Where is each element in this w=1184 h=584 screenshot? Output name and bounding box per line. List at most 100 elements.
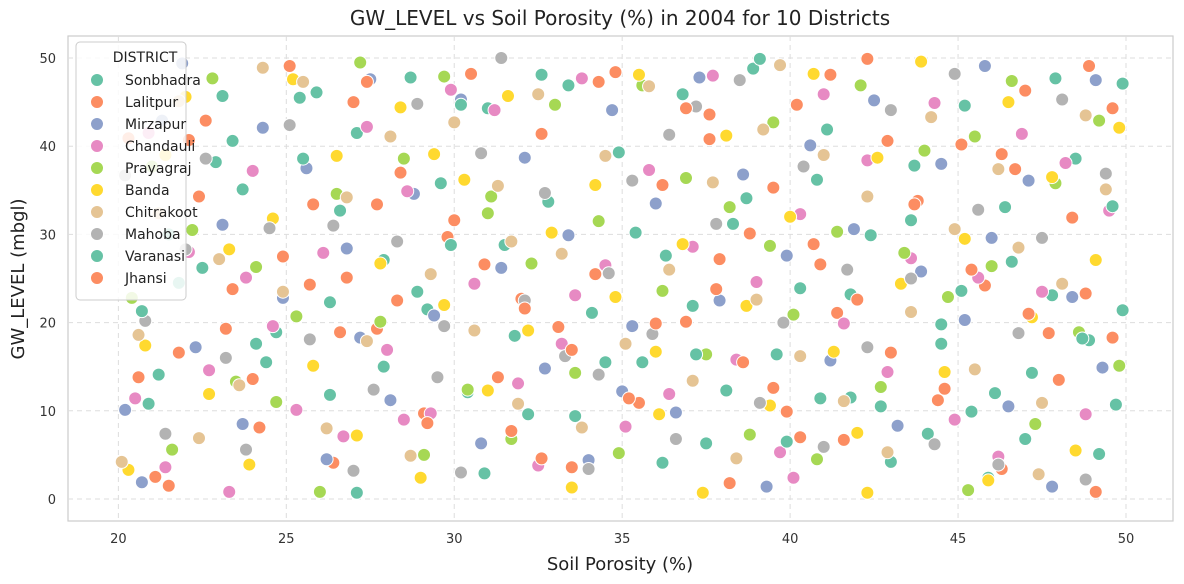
point-banda [1088, 252, 1103, 267]
point-prayagraj [373, 314, 388, 329]
point-mahoba [581, 461, 596, 476]
x-tick-label: 45 [950, 532, 967, 547]
x-tick-label: 50 [1118, 532, 1135, 547]
point-chitrakoot [991, 162, 1006, 177]
point-banda [1068, 443, 1083, 458]
point-mirzapur [605, 103, 620, 118]
point-banda [413, 470, 428, 485]
point-mirzapur [255, 120, 270, 135]
point-mirzapur [759, 479, 774, 494]
point-varanasi [779, 434, 794, 449]
point-prayagraj [873, 379, 888, 394]
point-chandauli [1014, 126, 1029, 141]
point-varanasi [443, 237, 458, 252]
point-lalitpur [1088, 484, 1103, 499]
point-chandauli [487, 103, 502, 118]
point-lalitpur [1008, 162, 1023, 177]
point-banda [870, 150, 885, 165]
point-banda [457, 172, 472, 187]
point-chandauli [836, 316, 851, 331]
point-mahoba [474, 146, 489, 161]
point-chitrakoot [947, 222, 962, 237]
point-lalitpur [712, 252, 727, 267]
point-banda [373, 256, 388, 271]
point-mirzapur [188, 340, 203, 355]
point-mirzapur [984, 230, 999, 245]
point-sonbhadra [635, 355, 650, 370]
point-banda [1112, 120, 1127, 135]
legend-marker-banda [90, 183, 104, 197]
point-banda [937, 364, 952, 379]
point-chitrakoot [232, 378, 247, 393]
point-jhansi [564, 342, 579, 357]
point-varanasi [410, 284, 425, 299]
point-chitrakoot [1098, 182, 1113, 197]
point-sonbhadra [920, 426, 935, 441]
point-chitrakoot [880, 445, 895, 460]
point-mahoba [430, 370, 445, 385]
point-prayagraj [830, 224, 845, 239]
point-mahoba [904, 271, 919, 286]
point-prayagraj [984, 259, 999, 274]
point-lalitpur [148, 469, 163, 484]
point-mahoba [662, 127, 677, 142]
point-banda [957, 231, 972, 246]
point-chandauli [773, 445, 788, 460]
point-jhansi [678, 101, 693, 116]
point-chitrakoot [1011, 240, 1026, 255]
point-chandauli [289, 402, 304, 417]
point-jhansi [245, 372, 260, 387]
point-chandauli [265, 319, 280, 334]
point-jhansi [823, 67, 838, 82]
point-varanasi [719, 383, 734, 398]
point-mirzapur [339, 241, 354, 256]
point-sonbhadra [1004, 254, 1019, 269]
point-chandauli [336, 429, 351, 444]
point-mirzapur [890, 418, 905, 433]
point-banda [675, 237, 690, 252]
point-chandauli [202, 363, 217, 378]
point-lalitpur [171, 345, 186, 360]
point-prayagraj [809, 452, 824, 467]
point-lalitpur [742, 226, 757, 241]
point-jhansi [793, 430, 808, 445]
point-banda [652, 407, 667, 422]
point-prayagraj [312, 484, 327, 499]
point-jhansi [534, 451, 549, 466]
point-sonbhadra [1115, 76, 1130, 91]
point-jhansi [477, 257, 492, 272]
point-lalitpur [678, 314, 693, 329]
point-prayagraj [417, 447, 432, 462]
point-banda [850, 425, 865, 440]
point-prayagraj [853, 78, 868, 93]
legend-title: DISTRICT [113, 50, 178, 66]
y-tick-label: 10 [39, 405, 56, 420]
point-mirzapur [215, 217, 230, 232]
point-mirzapur [319, 452, 334, 467]
point-lalitpur [813, 257, 828, 272]
point-sonbhadra [820, 122, 835, 137]
point-chitrakoot [1078, 108, 1093, 123]
point-prayagraj [1092, 113, 1107, 128]
point-mahoba [1011, 326, 1026, 341]
point-mahoba [625, 173, 640, 188]
point-banda [739, 298, 754, 313]
point-banda [437, 297, 452, 312]
point-sonbhadra [322, 295, 337, 310]
point-jhansi [736, 355, 751, 370]
point-lalitpur [1105, 101, 1120, 116]
point-mahoba [239, 442, 254, 457]
legend-label-lalitpur: Lalitpur [125, 95, 178, 111]
point-lalitpur [282, 58, 297, 73]
point-lalitpur [339, 270, 354, 285]
point-banda [349, 428, 364, 443]
legend-label-banda: Banda [125, 183, 170, 199]
point-jhansi [591, 74, 606, 89]
point-mahoba [410, 96, 425, 111]
point-banda [393, 100, 408, 115]
point-chandauli [1058, 155, 1073, 170]
point-chitrakoot [212, 252, 227, 267]
point-chandauli [642, 163, 657, 178]
point-mirzapur [625, 319, 640, 334]
point-chitrakoot [114, 454, 129, 469]
